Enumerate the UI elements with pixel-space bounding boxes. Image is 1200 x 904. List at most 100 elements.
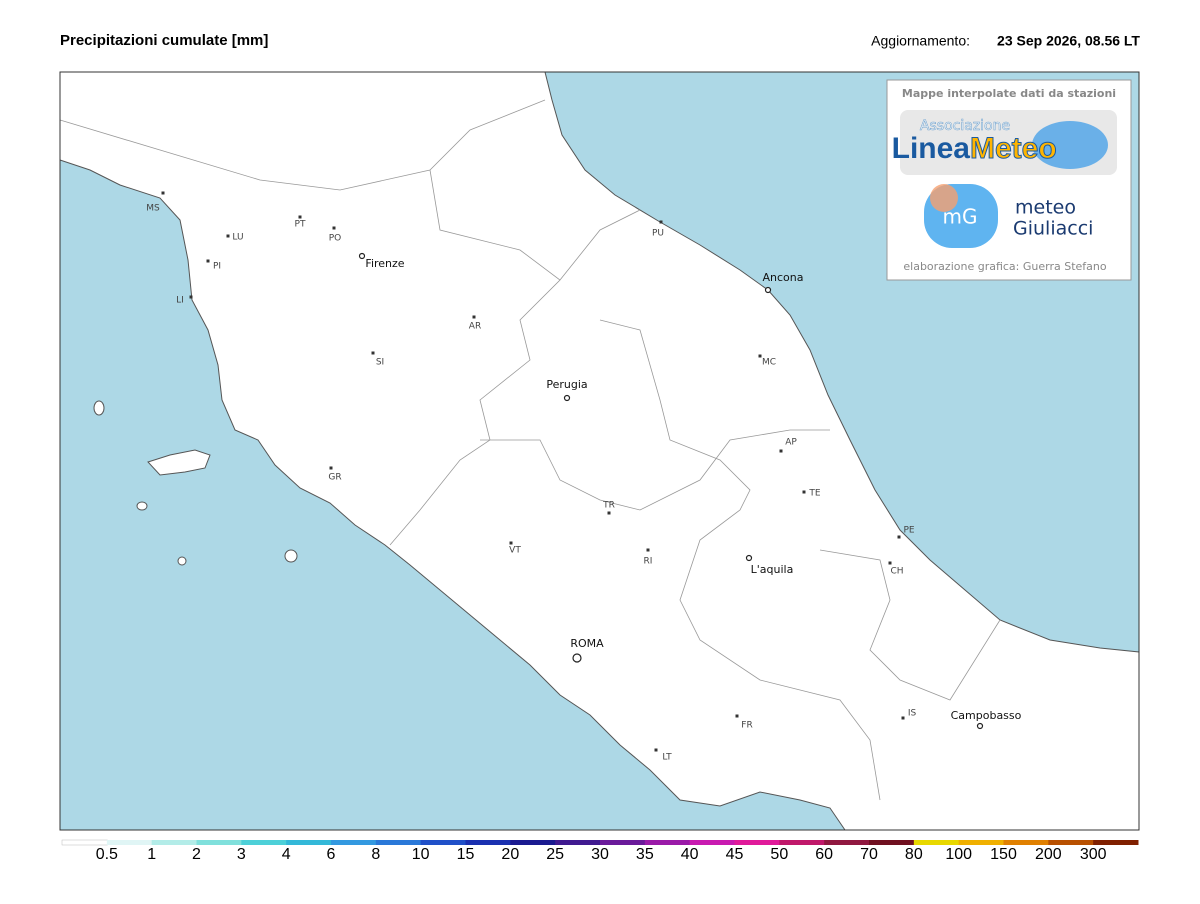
legend-tick-label: 35 [636, 846, 654, 863]
legend-tick-label: 30 [591, 846, 609, 863]
place-marker [779, 449, 783, 453]
land [59, 71, 1140, 831]
place-label: VT [509, 546, 521, 556]
place-label: Firenze [365, 257, 404, 270]
place-marker [563, 394, 571, 402]
legend-swatch [106, 840, 153, 845]
place-marker [764, 286, 772, 294]
legend-swatch [555, 840, 601, 845]
place-marker [371, 351, 375, 355]
legend-swatch [1003, 840, 1049, 845]
logo1-cloud [1032, 121, 1108, 169]
logo2-line1: meteo [1015, 197, 1076, 219]
place-label: PT [295, 220, 306, 230]
place-label: MS [146, 204, 160, 214]
legend-tick-label: 4 [282, 846, 291, 863]
logo2-badge: mG [943, 205, 978, 229]
place-label: Ancona [763, 271, 804, 284]
place-label: PI [213, 262, 221, 272]
legend-swatch [331, 840, 377, 845]
island [136, 501, 148, 511]
legend-tick-label: 100 [945, 846, 972, 863]
place-marker [189, 295, 193, 299]
legend-tick-label: 300 [1080, 846, 1107, 863]
island [177, 556, 187, 566]
place-marker [298, 215, 302, 219]
legend-tick-label: 15 [457, 846, 475, 863]
logo1-part1: Linea [892, 132, 971, 165]
legend-swatch [375, 840, 422, 845]
legend-tick-label: 20 [501, 846, 519, 863]
place-marker [888, 561, 892, 565]
legend-swatch [779, 840, 825, 845]
map-frame [59, 71, 1140, 831]
update-label: Aggiornamento: [871, 33, 970, 49]
place-marker [226, 234, 230, 238]
legend-tick-label: 3 [237, 846, 246, 863]
place-marker [358, 252, 366, 260]
legend-swatch [869, 840, 915, 845]
legend-swatch [286, 840, 332, 845]
legend-swatch [913, 840, 960, 845]
legend-tick-label: 200 [1035, 846, 1062, 863]
legend-swatch [824, 840, 870, 845]
legend-tick-label: 60 [815, 846, 833, 863]
legend-tick-label: 1 [147, 846, 156, 863]
place-marker [659, 220, 663, 224]
legend-tick-label: 10 [412, 846, 430, 863]
legend-swatch [465, 840, 511, 845]
place-label: MC [762, 358, 776, 368]
legend-swatch [1048, 840, 1094, 845]
legend-swatch [1093, 840, 1139, 845]
legend-swatch [196, 840, 242, 845]
place-label: TE [808, 489, 820, 499]
place-marker [976, 722, 984, 730]
place-marker [654, 748, 658, 752]
place-label: GR [328, 473, 341, 483]
legend-tick-label: 25 [546, 846, 564, 863]
legend-tick-label: 0.5 [96, 846, 118, 863]
place-marker [901, 716, 905, 720]
place-label: RI [644, 557, 653, 567]
place-label: PU [652, 229, 664, 239]
credits-caption: Mappe interpolate dati da stazioni [902, 87, 1116, 100]
place-label: FR [741, 721, 752, 731]
island-elba [147, 449, 211, 476]
place-label: Campobasso [951, 709, 1022, 722]
legend-swatch [600, 840, 646, 845]
place-marker [509, 541, 513, 545]
place-marker [802, 490, 806, 494]
place-marker [607, 511, 611, 515]
place-marker [572, 653, 582, 663]
legend-swatch [734, 840, 780, 845]
legend-swatch [241, 840, 287, 845]
logo2-sun [930, 184, 958, 212]
legend-tick-label: 6 [327, 846, 336, 863]
legend-tick-label: 45 [726, 846, 744, 863]
logo2-line2: Giuliacci [1013, 218, 1093, 240]
legend-tick-label: 8 [371, 846, 380, 863]
legend-tick-label: 150 [990, 846, 1017, 863]
legend-tick-label: 80 [905, 846, 923, 863]
update-time: 23 Sep 2026, 08.56 LT [997, 33, 1140, 49]
place-marker [329, 466, 333, 470]
legend-swatch [689, 840, 735, 845]
place-marker [472, 315, 476, 319]
legend-swatch [958, 840, 1004, 845]
place-label: LI [176, 296, 184, 306]
place-marker [745, 554, 753, 562]
place-marker [332, 226, 336, 230]
place-label: LU [232, 233, 243, 243]
logo1-small: Associazione [920, 118, 1010, 134]
place-label: AP [785, 438, 797, 448]
place-label: LT [662, 753, 672, 763]
legend-swatch [151, 840, 197, 845]
place-label: PO [329, 234, 342, 244]
legend-swatch [420, 840, 466, 845]
place-label: Perugia [546, 378, 587, 391]
legend-tick-label: 40 [681, 846, 699, 863]
place-label: CH [890, 567, 903, 577]
place-label: AR [469, 322, 481, 332]
